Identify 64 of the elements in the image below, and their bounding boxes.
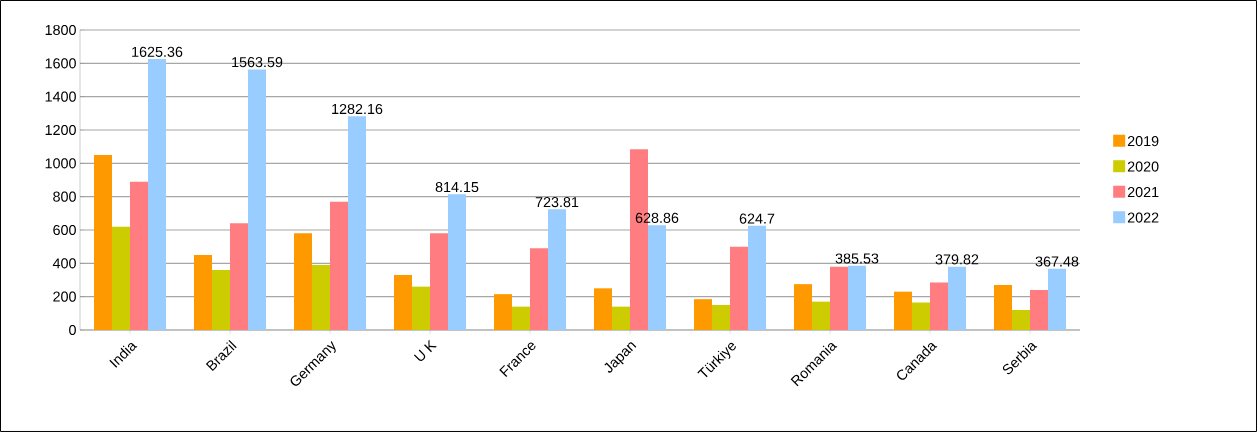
y-tick-label: 1600 — [45, 58, 76, 69]
bar — [430, 233, 448, 330]
bar — [494, 294, 512, 330]
bar — [1011, 309, 1030, 330]
y-tick-label: 1400 — [45, 91, 76, 102]
bar — [929, 282, 948, 330]
bar — [793, 284, 812, 330]
bar — [829, 266, 848, 330]
bar — [594, 288, 612, 330]
y-tick-label: 600 — [53, 224, 76, 236]
data-label: 367.48 — [1035, 256, 1079, 267]
data-label: 1625.36 — [132, 46, 183, 57]
bar — [530, 248, 548, 330]
bar — [212, 269, 231, 330]
bar — [947, 266, 966, 330]
data-label: 379.82 — [935, 254, 979, 265]
bar — [248, 69, 267, 330]
bar — [94, 154, 113, 330]
bar — [730, 246, 748, 330]
bar — [612, 306, 630, 330]
data-label: 1282.16 — [332, 103, 383, 115]
bar — [448, 194, 466, 330]
y-tick-label: 0 — [69, 324, 76, 336]
y-tick-label: 800 — [53, 191, 76, 202]
bar — [112, 226, 131, 330]
bar — [294, 233, 313, 330]
legend-label: 2019 — [1127, 135, 1159, 147]
bar — [1047, 268, 1066, 330]
data-label: 814.15 — [435, 181, 479, 193]
bar — [148, 59, 167, 330]
bar — [648, 225, 666, 330]
data-label: 723.81 — [535, 196, 579, 208]
legend-label: 2020 — [1127, 161, 1159, 172]
bar — [694, 299, 712, 330]
data-label: 628.86 — [635, 212, 679, 223]
bar — [394, 274, 412, 330]
bar — [130, 181, 149, 330]
y-tick-label: 200 — [53, 291, 76, 302]
bar — [512, 306, 530, 330]
y-tick-label: 1000 — [45, 158, 76, 169]
bar — [548, 209, 566, 330]
bar — [330, 201, 348, 330]
bar — [230, 223, 249, 330]
data-label: 385.53 — [835, 253, 879, 264]
x-tick-label: U K — [413, 339, 437, 361]
bar — [893, 291, 912, 330]
bar — [911, 302, 930, 330]
bar — [348, 116, 366, 330]
bar — [748, 225, 766, 330]
y-tick-label: 400 — [52, 258, 76, 269]
y-tick-label: 1800 — [45, 24, 76, 36]
bar — [847, 265, 866, 330]
bar — [993, 284, 1012, 330]
bar — [412, 286, 430, 330]
data-label: 624.7 — [739, 213, 775, 224]
bar — [312, 264, 330, 330]
bar — [194, 254, 213, 330]
legend-label: 2021 — [1127, 186, 1159, 198]
bar — [712, 304, 730, 330]
data-label: 1563.59 — [232, 57, 283, 68]
legend-label: 2022 — [1127, 212, 1159, 223]
y-tick-label: 1200 — [45, 124, 76, 136]
bar — [1029, 289, 1048, 330]
bar — [811, 301, 830, 330]
